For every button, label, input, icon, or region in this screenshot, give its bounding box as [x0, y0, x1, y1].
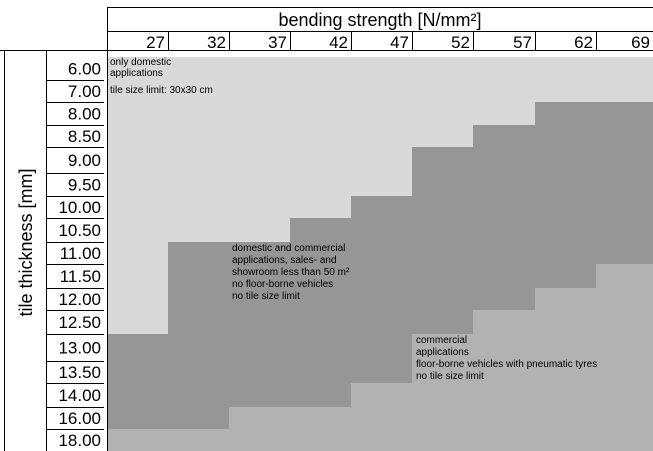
zone-cell-domestic-commercial-42	[290, 218, 351, 407]
row-label-14.00: 14.00	[58, 386, 101, 405]
zone-cell-domestic-commercial-62	[535, 102, 596, 288]
column-label-52: 52	[451, 33, 470, 52]
column-label-37: 37	[268, 33, 287, 52]
row-label-10.00: 10.00	[58, 198, 101, 217]
x-axis-title: bending strength [N/mm²]	[278, 10, 481, 30]
zone-cell-domestic-57	[473, 57, 535, 125]
zone-cell-commercial-57	[473, 310, 535, 451]
zone-cell-domestic-commercial-32	[168, 242, 229, 429]
zone-label-commercial: floor-borne vehicles with pneumatic tyre…	[416, 359, 597, 370]
zone-cell-domestic-62	[535, 57, 596, 102]
zone-label-domestic-commercial: no floor-borne vehicles	[232, 279, 333, 290]
row-label-11.50: 11.50	[60, 267, 101, 286]
row-label-13.00: 13.00	[58, 339, 101, 358]
zone-cell-domestic-commercial-57	[473, 125, 535, 310]
row-label-7.00: 7.00	[68, 82, 101, 101]
column-label-62: 62	[574, 33, 593, 52]
column-label-57: 57	[513, 33, 532, 52]
row-label-16.00: 16.00	[58, 409, 101, 428]
zone-label-commercial: commercial	[416, 335, 467, 346]
zone-label-domestic-commercial: domestic and commercial	[232, 243, 345, 254]
zone-label-domestic-commercial: no tile size limit	[232, 291, 300, 302]
zone-cell-commercial-27	[107, 429, 168, 451]
zone-label-commercial: no tile size limit	[416, 371, 484, 382]
row-label-8.00: 8.00	[68, 105, 101, 124]
zone-label-domestic: tile size limit: 30x30 cm	[110, 85, 213, 96]
row-label-12.50: 12.50	[58, 313, 101, 332]
column-label-42: 42	[329, 33, 348, 52]
row-label-11.00: 11.00	[60, 244, 101, 263]
row-label-8.50: 8.50	[68, 127, 101, 146]
zone-cell-commercial-69	[596, 264, 653, 451]
zone-cell-commercial-62	[535, 288, 596, 451]
zone-label-domestic: only domestic	[110, 57, 171, 68]
zone-cell-commercial-37	[229, 407, 290, 451]
zone-label-domestic: applications	[110, 68, 163, 79]
label-layer: 27 32 37 42 47 52 57 62 69 6.00 7.00 8.00 8.50 9.00 9.…	[58, 33, 650, 450]
row-label-10.50: 10.50	[58, 221, 101, 240]
row-label-6.00: 6.00	[68, 60, 101, 79]
row-label-9.50: 9.50	[68, 176, 101, 195]
zone-cell-domestic-27	[107, 57, 168, 334]
zone-cell-domestic-37	[229, 57, 290, 242]
zone-cell-domestic-commercial-52	[412, 147, 473, 334]
zone-cell-domestic-42	[290, 57, 351, 218]
row-label-9.00: 9.00	[68, 151, 101, 170]
zone-cell-domestic-commercial-69	[596, 102, 653, 264]
zone-cell-commercial-52	[412, 334, 473, 451]
column-label-32: 32	[207, 33, 226, 52]
row-label-18.00: 18.00	[58, 431, 101, 450]
row-label-12.00: 12.00	[58, 290, 101, 309]
column-label-27: 27	[146, 33, 165, 52]
zone-cell-domestic-commercial-37	[229, 242, 290, 407]
zone-cell-commercial-47	[351, 383, 412, 451]
zone-cell-commercial-32	[168, 429, 229, 451]
zone-cell-domestic-commercial-27	[107, 334, 168, 429]
zone-cell-domestic-69	[596, 57, 653, 102]
zone-cell-domestic-32	[168, 57, 229, 242]
zone-cell-domestic-52	[412, 57, 473, 147]
zone-cell-commercial-42	[290, 407, 351, 451]
zone-label-domestic-commercial: showroom less than 50 m²	[232, 267, 350, 278]
column-label-69: 69	[631, 33, 650, 52]
column-label-47: 47	[390, 33, 409, 52]
zone-cell-domestic-commercial-47	[351, 196, 412, 383]
zone-layer	[107, 57, 653, 451]
y-axis-title: tile thickness [mm]	[16, 168, 36, 316]
row-label-13.50: 13.50	[58, 363, 101, 382]
zone-cell-domestic-47	[351, 57, 412, 196]
zone-label-commercial: applications	[416, 347, 469, 358]
grid-layer	[0, 7, 653, 451]
zone-label-domestic-commercial: applications, sales- and	[232, 255, 337, 266]
